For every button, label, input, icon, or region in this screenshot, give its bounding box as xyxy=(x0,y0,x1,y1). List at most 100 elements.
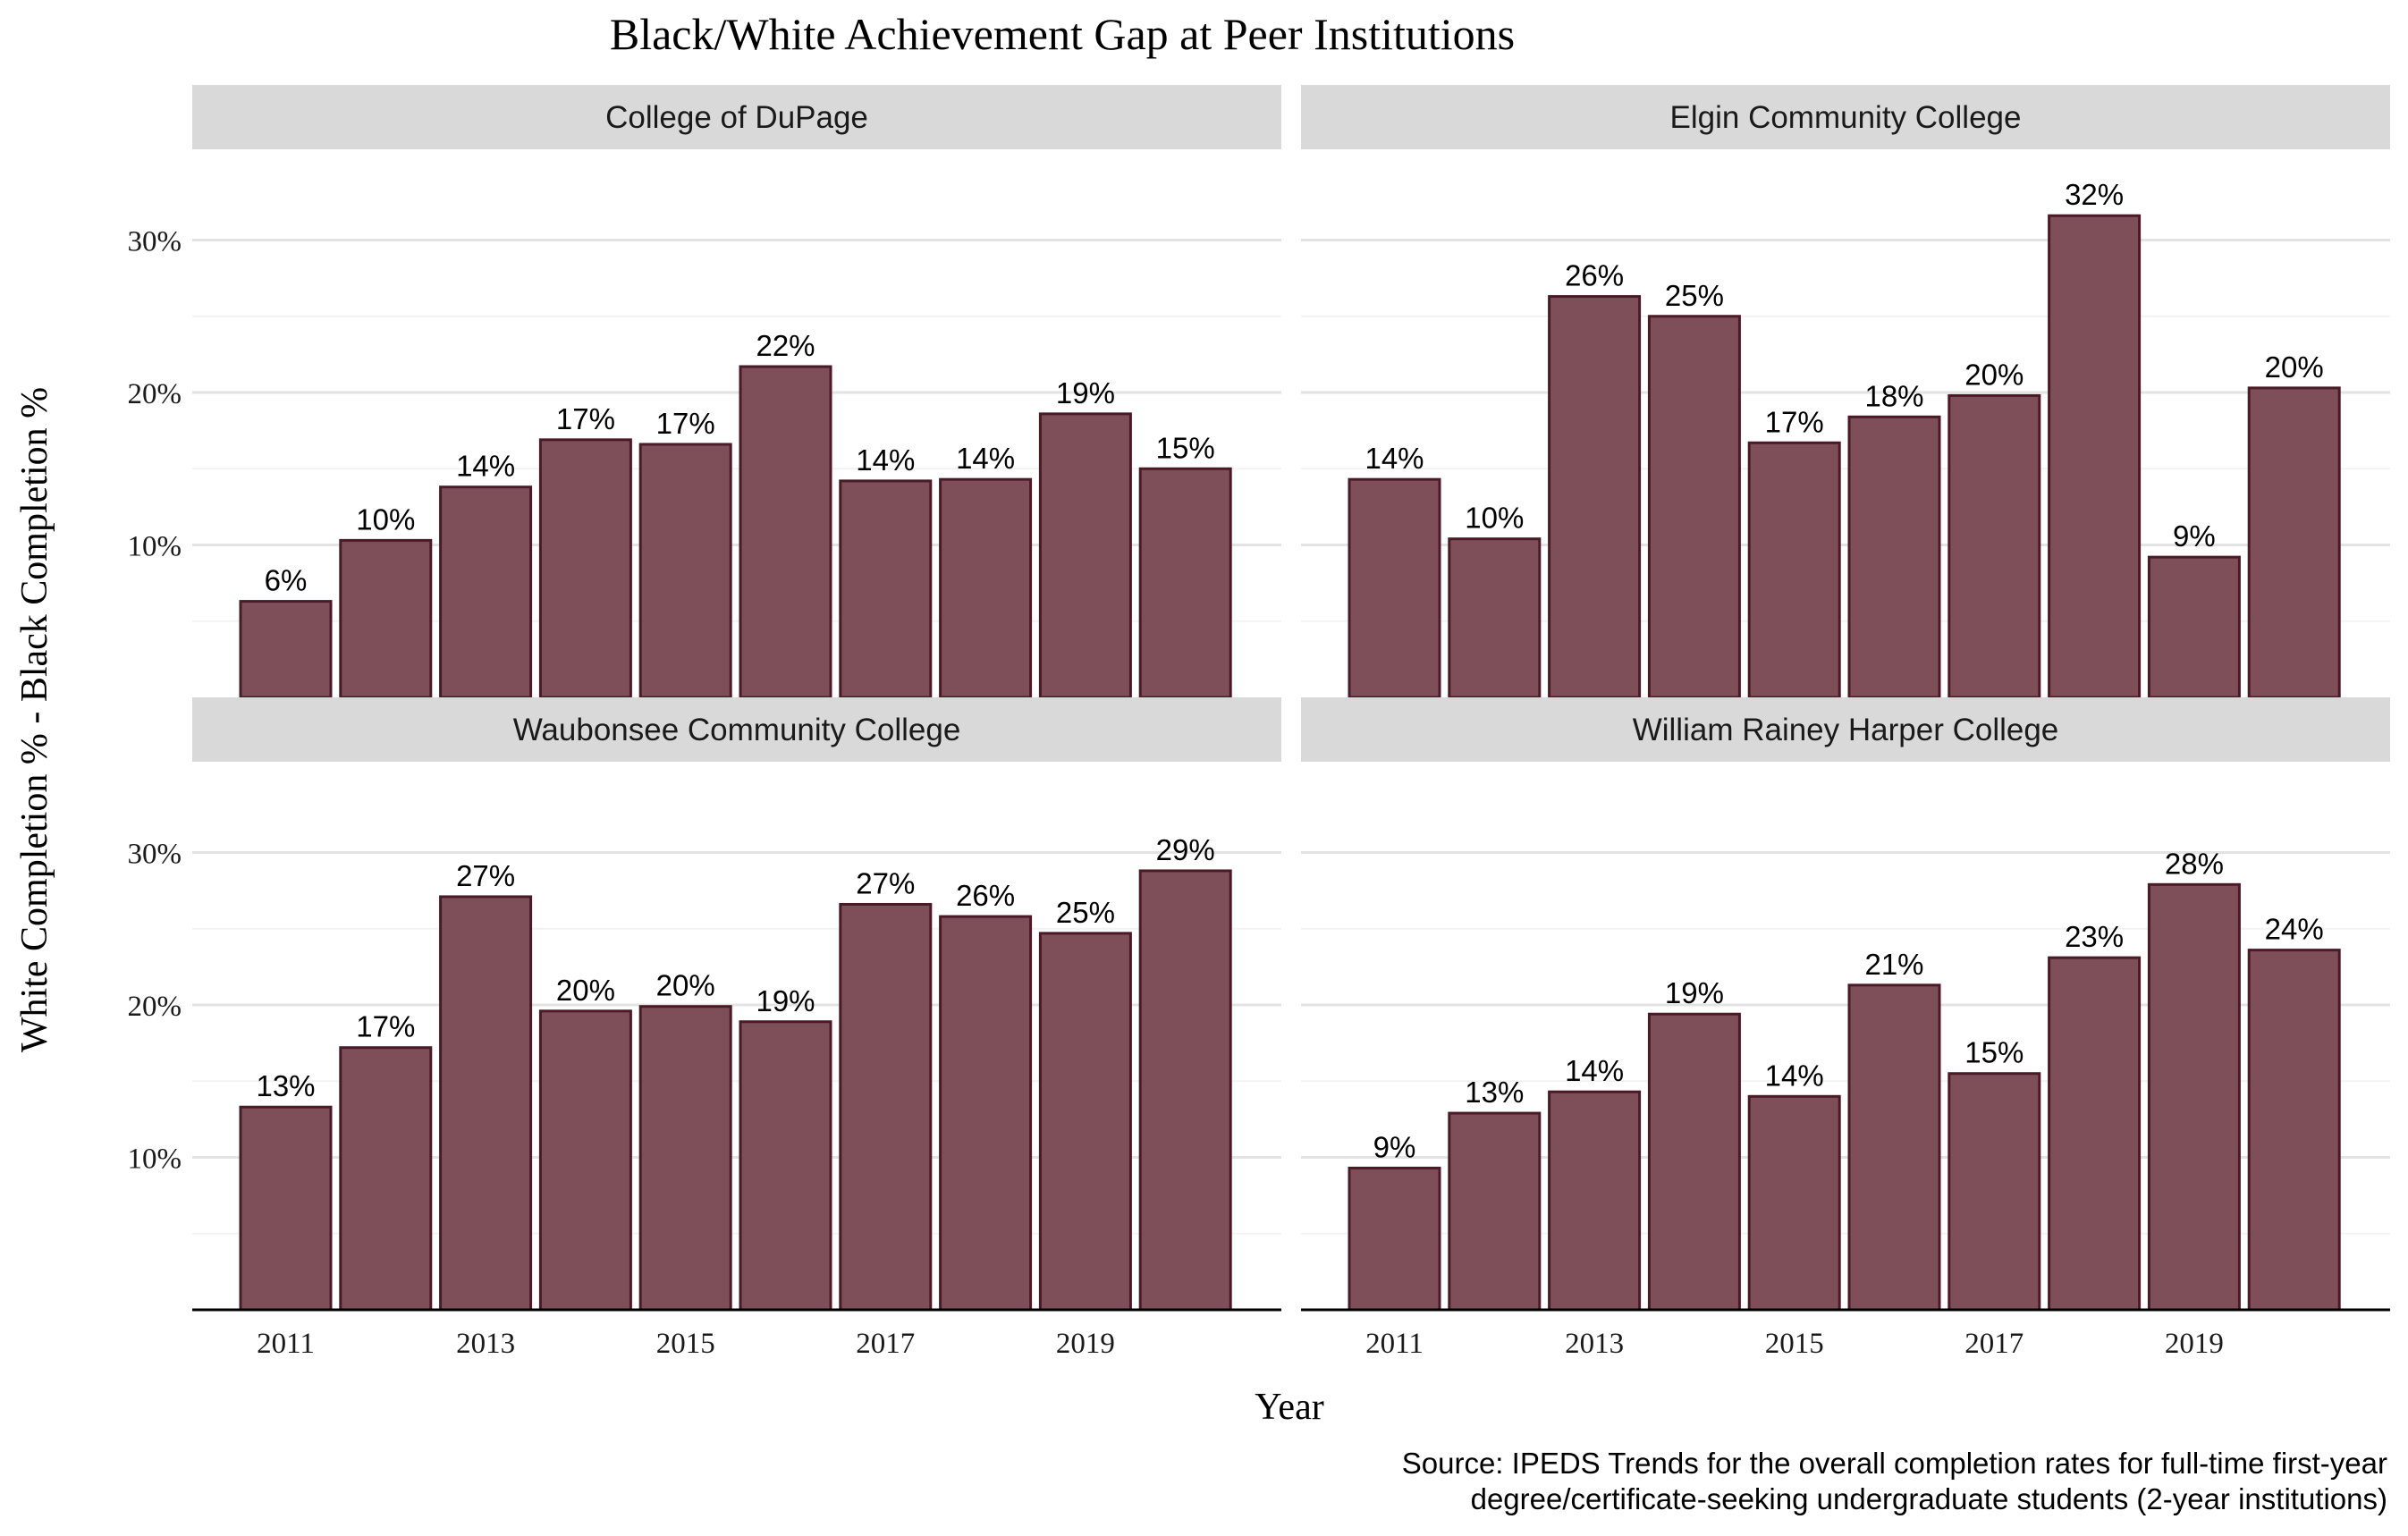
bar-2013 xyxy=(1548,295,1642,699)
panel-strip xyxy=(192,85,1281,149)
bar-2013 xyxy=(439,895,533,1312)
bar-value-label: 15% xyxy=(1964,1036,2024,1069)
bar-value-label: 14% xyxy=(956,442,1015,475)
bar-2014 xyxy=(538,438,632,699)
bar-2014 xyxy=(1647,315,1741,699)
bar-2016 xyxy=(739,1020,832,1312)
bar-value-label: 20% xyxy=(2265,350,2324,384)
bar-2017 xyxy=(839,902,933,1312)
bar-value-label: 17% xyxy=(356,1010,415,1043)
x-tick-label: 2013 xyxy=(456,1328,515,1360)
bar-value-label: 24% xyxy=(2265,913,2324,946)
y-tick-label: 20% xyxy=(128,991,182,1023)
bar-value-label: 21% xyxy=(1864,948,1923,981)
bar-2013 xyxy=(439,485,533,699)
bar-2015 xyxy=(638,1005,732,1312)
x-tick-label: 2015 xyxy=(1765,1328,1824,1360)
panel-title: Waubonsee Community College xyxy=(513,713,961,747)
panel-strip xyxy=(192,697,1281,762)
x-tick-label: 2015 xyxy=(656,1328,715,1360)
bar-value-label: 14% xyxy=(456,450,515,483)
bar-2020 xyxy=(2247,386,2341,699)
x-axis-label: Year xyxy=(1255,1387,1323,1428)
bar-value-label: 27% xyxy=(856,866,915,899)
bar-value-label: 17% xyxy=(1765,405,1824,438)
bar-2012 xyxy=(339,1046,433,1312)
panel-title: William Rainey Harper College xyxy=(1633,713,2059,747)
bar-value-label: 19% xyxy=(756,984,815,1017)
panel-strip xyxy=(1301,85,2390,149)
bar-value-label: 14% xyxy=(1565,1054,1624,1087)
bar-value-label: 15% xyxy=(1156,431,1215,464)
y-tick-label: 30% xyxy=(128,226,182,258)
bar-2018 xyxy=(939,915,1033,1312)
y-tick-label: 10% xyxy=(128,531,182,563)
y-axis-label: White Completion % - Black Completion % xyxy=(14,387,55,1052)
bar-2015 xyxy=(638,443,732,699)
bar-value-label: 17% xyxy=(656,407,715,440)
x-tick-label: 2017 xyxy=(1964,1328,2024,1360)
bar-value-label: 14% xyxy=(1365,442,1424,475)
bar-2016 xyxy=(739,365,832,699)
bar-2012 xyxy=(1448,1111,1542,1312)
bar-2015 xyxy=(1747,441,1841,699)
bar-2020 xyxy=(1138,467,1232,699)
x-tick-label: 2017 xyxy=(856,1328,915,1360)
bar-value-label: 10% xyxy=(356,502,415,536)
source-caption-line-2: degree/certificate-seeking undergraduate… xyxy=(1471,1482,2387,1515)
bar-2017 xyxy=(839,479,933,699)
bar-2017 xyxy=(1948,393,2041,699)
y-tick-label: 20% xyxy=(128,378,182,410)
bar-value-label: 25% xyxy=(1665,279,1724,312)
bar-2020 xyxy=(2247,949,2341,1312)
bar-value-label: 9% xyxy=(2173,519,2216,553)
bar-2019 xyxy=(1038,932,1132,1312)
bar-value-label: 19% xyxy=(1665,976,1724,1009)
bar-value-label: 9% xyxy=(1373,1130,1416,1163)
bar-value-label: 20% xyxy=(556,974,615,1007)
x-tick-label: 2011 xyxy=(1365,1328,1424,1360)
panel-william-rainey-harper-college: William Rainey Harper College 9% 13% 14% 19%… xyxy=(1301,697,2390,1360)
y-tick-label: 10% xyxy=(128,1144,182,1176)
source-caption-line-1: Source: IPEDS Trends for the overall com… xyxy=(1402,1447,2387,1480)
bar-2014 xyxy=(1647,1012,1741,1312)
bar-value-label: 14% xyxy=(1765,1059,1824,1092)
bar-value-label: 13% xyxy=(1465,1076,1524,1109)
panel-waubonsee-community-college: Waubonsee Community College 10% 20% 30% 13% 1… xyxy=(128,697,1281,1360)
bar-2011 xyxy=(239,600,333,699)
chart-title: Black/White Achievement Gap at Peer Inst… xyxy=(610,9,1515,59)
panel-title: College of DuPage xyxy=(605,100,868,135)
bar-value-label: 13% xyxy=(256,1069,315,1102)
bar-2014 xyxy=(538,1009,632,1312)
bar-value-label: 19% xyxy=(1056,376,1115,409)
bar-2017 xyxy=(1948,1072,2041,1312)
bar-2012 xyxy=(1448,537,1542,699)
bar-value-label: 32% xyxy=(2065,178,2124,211)
bar-value-label: 26% xyxy=(956,879,1015,912)
facet-panels: College of DuPage 10% 20% 30% 6% 10% 14% 17% 17%… xyxy=(128,85,2390,1360)
bar-2012 xyxy=(339,538,433,699)
x-tick-label: 2019 xyxy=(1056,1328,1115,1360)
bar-value-label: 20% xyxy=(656,969,715,1002)
bar-2020 xyxy=(1138,869,1232,1312)
bar-2011 xyxy=(239,1105,333,1312)
bar-value-label: 29% xyxy=(1156,833,1215,866)
y-tick-label: 30% xyxy=(128,839,182,871)
bar-value-label: 25% xyxy=(1056,896,1115,929)
bar-2019 xyxy=(2147,882,2241,1312)
bar-2018 xyxy=(939,477,1033,699)
bar-value-label: 10% xyxy=(1465,502,1524,535)
bar-value-label: 14% xyxy=(856,443,915,477)
bar-value-label: 22% xyxy=(756,329,815,362)
bar-value-label: 17% xyxy=(556,402,615,435)
x-tick-label: 2013 xyxy=(1565,1328,1624,1360)
bar-value-label: 28% xyxy=(2165,847,2224,880)
bar-value-label: 18% xyxy=(1864,379,1923,412)
bar-2013 xyxy=(1548,1090,1642,1312)
bar-2019 xyxy=(1038,412,1132,699)
x-tick-label: 2011 xyxy=(257,1328,315,1360)
bar-2018 xyxy=(2048,214,2142,699)
bar-value-label: 27% xyxy=(456,859,515,892)
panel-elgin-community-college: Elgin Community College 14% 10% 26% 25% 17% 18… xyxy=(1301,85,2390,699)
